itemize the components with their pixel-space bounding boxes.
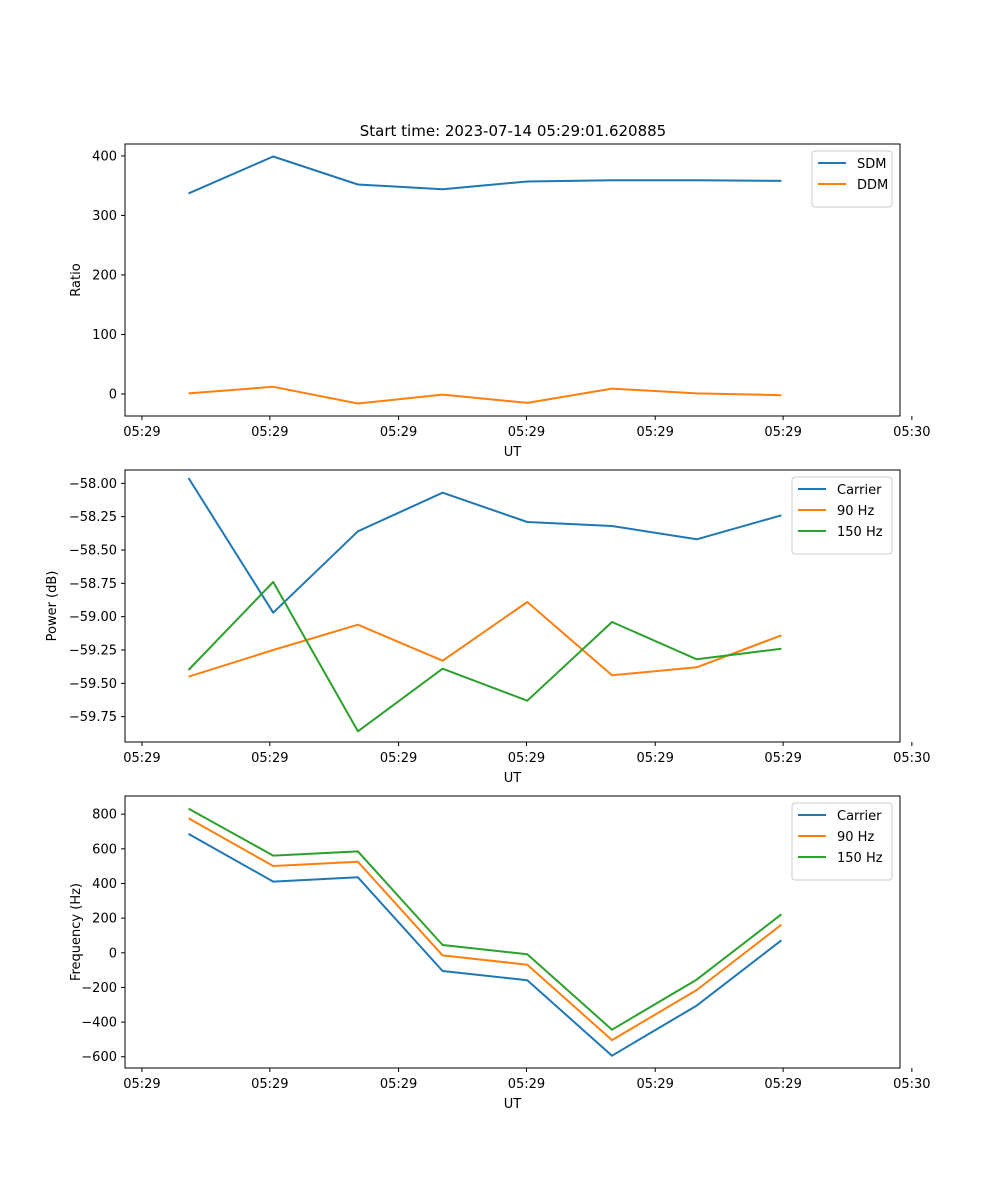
frequency-y-tick-label: 0 xyxy=(109,946,117,961)
ratio-panel: 05:29 05:29 05:29 05:29 05:29 05:29 05:30 0 100 2… xyxy=(69,143,931,460)
ratio-y-tick-label: 400 xyxy=(92,149,117,164)
power-y-tick-label: −58.00 xyxy=(69,477,117,492)
frequency-panel: 05:29 05:29 05:29 05:29 05:29 05:29 05:30 −600 −… xyxy=(69,795,931,1112)
frequency-x-tick-label: 05:29 xyxy=(764,1077,801,1092)
power-y-tick-label: −58.75 xyxy=(69,577,117,592)
ratio-legend xyxy=(811,150,893,208)
ratio-y-tick-label: 200 xyxy=(92,268,117,283)
frequency-y-tick-label: −200 xyxy=(81,981,117,996)
frequency-x-tick-label: 05:29 xyxy=(123,1077,160,1092)
power-y-tick-label: −59.00 xyxy=(69,610,117,625)
power-y-tick-label: −58.50 xyxy=(69,544,117,559)
power-legend xyxy=(791,476,893,555)
frequency-y-tick-label: 800 xyxy=(92,808,117,823)
frequency-y-tick-label: 400 xyxy=(92,877,117,892)
frequency-legend-label: Carrier xyxy=(837,809,882,824)
frequency-y-tick-label: −600 xyxy=(81,1050,117,1065)
ratio-x-tick-label: 05:30 xyxy=(893,425,930,440)
frequency-y-axis-label: Frequency (Hz) xyxy=(69,883,84,981)
frequency-x-tick-label: 05:29 xyxy=(251,1077,288,1092)
frequency-series-90-hz-line xyxy=(188,817,783,1042)
power-y-tick-label: −58.25 xyxy=(69,510,117,525)
frequency-y-tick-label: 200 xyxy=(92,912,117,927)
ratio-y-tick-label: 300 xyxy=(92,209,117,224)
frequency-x-axis-label: UT xyxy=(504,1097,522,1112)
power-y-tick-label: −59.50 xyxy=(69,677,117,692)
frequency-y-tick-label: −400 xyxy=(81,1016,117,1031)
ratio-legend-label: DDM xyxy=(857,178,888,193)
frequency-series-150-hz-line xyxy=(188,807,783,1031)
ratio-x-tick-label: 05:29 xyxy=(764,425,801,440)
ratio-series-ddm-line xyxy=(188,385,782,405)
frequency-legend-label: 90 Hz xyxy=(837,830,874,845)
frequency-legend-label: 150 Hz xyxy=(837,851,883,866)
power-x-tick-label: 05:29 xyxy=(251,751,288,766)
power-legend-label: 150 Hz xyxy=(837,525,883,540)
ratio-x-tick-label: 05:29 xyxy=(636,425,673,440)
power-y-tick-label: −59.75 xyxy=(69,710,117,725)
power-series-carrier-line xyxy=(187,477,782,614)
power-x-tick-label: 05:29 xyxy=(508,751,545,766)
frequency-x-tick-label: 05:29 xyxy=(380,1077,417,1092)
ratio-y-tick-label: 0 xyxy=(109,387,117,402)
frequency-legend xyxy=(791,802,893,881)
power-y-tick-label: −59.25 xyxy=(69,644,117,659)
ratio-y-axis-label: Ratio xyxy=(69,263,84,296)
ratio-y-tick-label: 100 xyxy=(92,328,117,343)
power-x-tick-label: 05:29 xyxy=(380,751,417,766)
power-x-tick-label: 05:29 xyxy=(636,751,673,766)
ratio-x-tick-label: 05:29 xyxy=(380,425,417,440)
power-x-tick-label: 05:29 xyxy=(123,751,160,766)
ratio-axes-frame xyxy=(124,143,901,417)
power-x-tick-label: 05:30 xyxy=(893,751,930,766)
ratio-x-axis-label: UT xyxy=(504,445,522,460)
ratio-x-tick-label: 05:29 xyxy=(123,425,160,440)
power-legend-label: Carrier xyxy=(837,483,882,498)
power-series-150-hz-line xyxy=(187,581,782,733)
frequency-x-tick-label: 05:29 xyxy=(636,1077,673,1092)
power-legend-label: 90 Hz xyxy=(837,504,874,519)
power-panel: 05:29 05:29 05:29 05:29 05:29 05:29 05:30 −58.0… xyxy=(45,469,931,786)
frequency-axes-frame xyxy=(124,795,901,1069)
frequency-series-carrier-line xyxy=(188,833,783,1057)
power-y-axis-label: Power (dB) xyxy=(45,571,60,642)
power-series-90-hz-line xyxy=(188,601,782,678)
frequency-x-tick-label: 05:30 xyxy=(893,1077,930,1092)
ratio-x-tick-label: 05:29 xyxy=(251,425,288,440)
power-x-axis-label: UT xyxy=(504,771,522,786)
frequency-x-tick-label: 05:29 xyxy=(508,1077,545,1092)
ratio-legend-label: SDM xyxy=(857,157,886,172)
ratio-series-sdm-line xyxy=(188,155,782,195)
ratio-x-tick-label: 05:29 xyxy=(508,425,545,440)
frequency-y-tick-label: 600 xyxy=(92,842,117,857)
power-x-tick-label: 05:29 xyxy=(764,751,801,766)
figure-title: Start time: 2023-07-14 05:29:01.620885 xyxy=(360,122,666,140)
power-axes-frame xyxy=(124,469,901,743)
